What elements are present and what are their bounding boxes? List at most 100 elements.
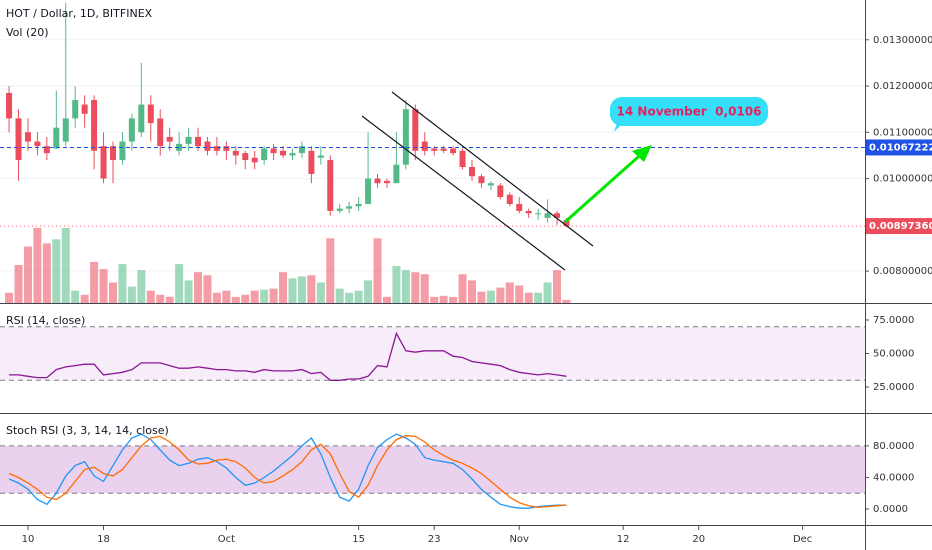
candle-body bbox=[195, 136, 202, 147]
candle-body bbox=[6, 92, 13, 119]
candle-body bbox=[431, 148, 438, 151]
volume-bar bbox=[118, 263, 127, 303]
channel-line bbox=[391, 91, 594, 247]
annotation-bubble bbox=[610, 97, 768, 126]
candle-body bbox=[72, 99, 79, 119]
volume-bar bbox=[326, 238, 335, 303]
candle-body bbox=[223, 146, 230, 151]
volume-bar bbox=[316, 282, 325, 303]
band bbox=[0, 445, 865, 494]
candle-body bbox=[346, 206, 353, 209]
y-tick-label: 40.0000 bbox=[873, 472, 914, 483]
volume-bar bbox=[477, 291, 486, 303]
y-tick-label: 50.0000 bbox=[873, 349, 914, 360]
volume-bar bbox=[42, 243, 51, 303]
y-tick-label: 0.01100000 bbox=[873, 127, 932, 138]
candle-body bbox=[487, 183, 494, 186]
candle-body bbox=[563, 220, 570, 226]
candle-body bbox=[62, 118, 69, 142]
candle-body bbox=[393, 164, 400, 184]
volume-bar bbox=[401, 270, 410, 303]
x-tick-label: Dec bbox=[793, 534, 812, 545]
candle-body bbox=[374, 178, 381, 184]
rsi-title: RSI (14, close) bbox=[6, 314, 85, 327]
x-tick-label: 23 bbox=[428, 534, 441, 545]
volume-bar bbox=[411, 272, 420, 303]
x-tick-label: 10 bbox=[22, 534, 35, 545]
volume-bar bbox=[260, 289, 269, 303]
volume-bar bbox=[364, 280, 373, 303]
y-tick-label: 75.0000 bbox=[873, 315, 914, 326]
candle-body bbox=[365, 178, 372, 205]
volume-bar bbox=[345, 292, 354, 303]
volume-bar bbox=[80, 294, 89, 303]
y-tick-label: 0.0000 bbox=[873, 504, 908, 515]
volume-title: Vol (20) bbox=[6, 26, 49, 39]
volume-bar bbox=[99, 269, 108, 303]
candle-body bbox=[317, 155, 324, 158]
volume-bar bbox=[5, 292, 14, 303]
volume-bar bbox=[194, 272, 203, 303]
candle-body bbox=[327, 160, 334, 211]
candle-body bbox=[468, 166, 475, 177]
volume-bar bbox=[496, 287, 505, 303]
volume-bar bbox=[222, 290, 231, 303]
volume-bar bbox=[108, 282, 117, 303]
candle-body bbox=[478, 176, 485, 184]
x-tick-label: Nov bbox=[509, 534, 529, 545]
candle-body bbox=[166, 136, 173, 142]
candle-body bbox=[138, 104, 145, 133]
volume-bar bbox=[307, 275, 316, 303]
candle-body bbox=[185, 136, 192, 144]
volume-bar bbox=[392, 266, 401, 303]
volume-bar bbox=[288, 278, 297, 303]
volume-bar bbox=[52, 239, 61, 303]
volume-bar bbox=[175, 263, 184, 303]
volume-bar bbox=[486, 290, 495, 303]
candle-body bbox=[525, 210, 532, 214]
x-tick-label: 20 bbox=[692, 534, 705, 545]
volume-bar bbox=[524, 292, 533, 303]
candle-body bbox=[402, 109, 409, 165]
volume-bar bbox=[279, 272, 288, 303]
volume-bar bbox=[297, 276, 306, 303]
candle-body bbox=[298, 146, 305, 154]
candle-body bbox=[412, 109, 419, 151]
candle-body bbox=[383, 180, 390, 184]
volume-bar bbox=[505, 282, 514, 303]
y-tick-label: 25.0000 bbox=[873, 382, 914, 393]
volume-bar bbox=[14, 264, 23, 303]
volume-bar bbox=[23, 246, 32, 303]
x-tick-label: 15 bbox=[352, 534, 365, 545]
candle-body bbox=[421, 141, 428, 151]
candle-body bbox=[232, 150, 239, 156]
candle-body bbox=[147, 104, 154, 124]
candle-body bbox=[213, 146, 220, 151]
candle-body bbox=[516, 204, 523, 211]
volume-bar bbox=[184, 280, 193, 303]
indicator-line bbox=[9, 331, 567, 381]
indicator-line bbox=[8, 433, 567, 509]
volume-bar bbox=[33, 228, 42, 303]
price-tag-label: 0.00897360 bbox=[869, 221, 932, 232]
candle-body bbox=[128, 118, 135, 142]
candle-body bbox=[308, 150, 315, 174]
candle-body bbox=[81, 104, 88, 114]
volume-bar bbox=[553, 270, 562, 303]
volume-bar bbox=[250, 290, 259, 303]
candle-body bbox=[242, 153, 249, 161]
annotation-tail bbox=[614, 120, 626, 132]
volume-bar bbox=[203, 275, 212, 303]
candle-body bbox=[204, 141, 211, 151]
volume-bar bbox=[137, 270, 146, 303]
volume-bar bbox=[420, 274, 429, 303]
price-tag-label: 0.01067222 bbox=[869, 142, 932, 153]
volume-bar bbox=[515, 285, 524, 303]
candle-body bbox=[554, 213, 561, 218]
candle-body bbox=[440, 148, 447, 151]
price-tag bbox=[865, 218, 932, 235]
volume-bar bbox=[71, 290, 80, 303]
candle-body bbox=[100, 146, 107, 179]
volume-bar bbox=[231, 296, 240, 303]
